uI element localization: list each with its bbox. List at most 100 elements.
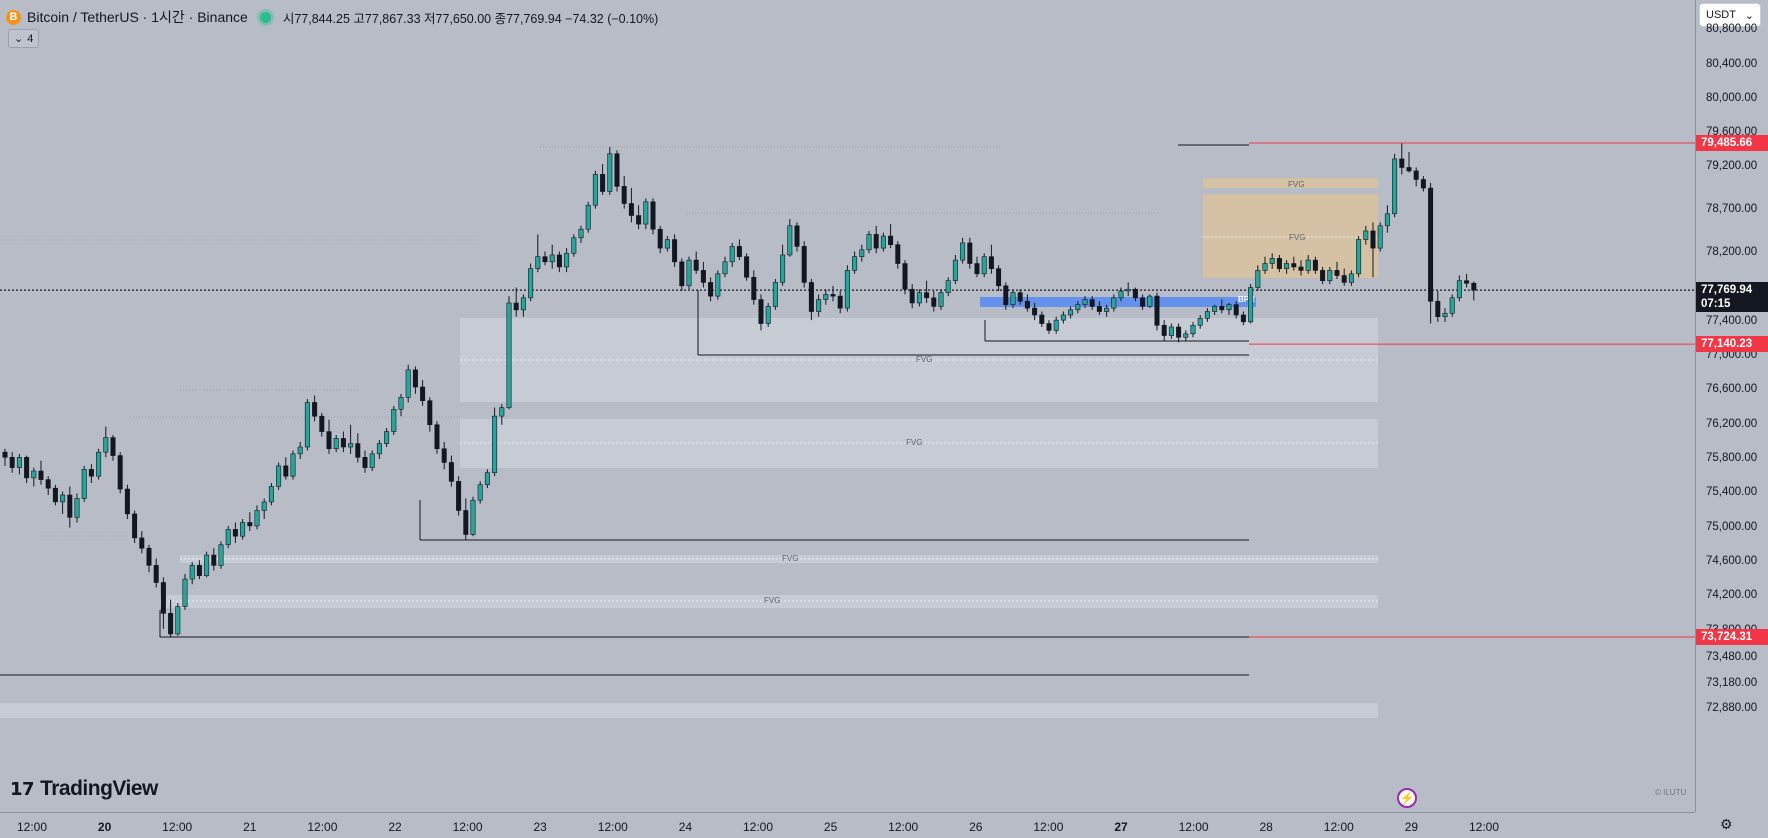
candle-body	[672, 239, 678, 263]
candle-body	[1233, 304, 1239, 316]
currency-value: USDT	[1706, 9, 1736, 21]
candle-body	[1197, 318, 1203, 326]
lightning-icon[interactable]: ⚡	[1397, 788, 1417, 808]
candle-body	[218, 544, 224, 566]
candle-body	[254, 510, 260, 527]
candle-body	[45, 479, 51, 489]
symbol-title[interactable]: Bitcoin / TetherUS · 1시간 · Binance	[27, 9, 248, 25]
price-tick-label: 77,400.00	[1706, 314, 1758, 327]
gear-icon[interactable]: ⚙	[1720, 816, 1733, 832]
candle-body	[780, 254, 786, 283]
price-tick-label: 77,000.00	[1706, 349, 1758, 362]
price-tick-label: 75,400.00	[1706, 486, 1758, 499]
chart-area[interactable]: FVG FVG FVG FVG FVG FVG BPR	[0, 0, 1695, 812]
candle-body	[340, 438, 346, 448]
candle-body	[1125, 288, 1131, 292]
candle-body	[765, 306, 771, 324]
time-tick-label: 12:00	[1468, 820, 1500, 834]
candle-body	[427, 400, 433, 426]
candle-body	[1176, 326, 1182, 338]
candle-body	[1464, 280, 1470, 284]
candle-body	[384, 431, 390, 444]
candle-body	[600, 174, 606, 192]
price-level-tag: 79,485.66	[1696, 135, 1768, 151]
candle-body	[1327, 270, 1333, 281]
candle-body	[96, 451, 102, 477]
candle-body	[1060, 314, 1066, 321]
currency-select[interactable]: USDT ⌄	[1699, 3, 1761, 27]
candle-body	[391, 408, 397, 432]
candle-body	[232, 529, 238, 537]
candle-body	[664, 239, 670, 249]
candle-body	[24, 457, 30, 479]
time-tick-label: 22	[388, 820, 402, 834]
candle-body	[182, 578, 188, 607]
candle-body	[715, 273, 721, 297]
candle-body	[196, 565, 202, 576]
candle-body	[808, 282, 814, 312]
watermark: © ILUTU	[1655, 788, 1687, 797]
candle-body	[1226, 304, 1232, 311]
candle-body	[67, 494, 73, 518]
candle-body	[412, 369, 418, 388]
candle-body	[513, 302, 519, 311]
time-axis[interactable]: 12:00 20 12:00 21 12:00 22 12:00 23 12:00 24 12:00…	[0, 812, 1695, 838]
bpr-label: BPR	[1238, 295, 1255, 304]
candle-body	[9, 457, 15, 468]
candle-body	[1406, 167, 1412, 172]
candle-body	[1024, 300, 1030, 309]
candle-body	[1053, 319, 1059, 331]
candle-body	[139, 537, 145, 549]
candle-body	[276, 465, 282, 487]
candle-body	[1291, 263, 1297, 268]
candle-body	[160, 582, 166, 614]
candle-body	[571, 237, 577, 254]
indicator-count: 4	[27, 32, 34, 45]
fvg-label: FVG	[1288, 180, 1304, 189]
candle-body	[506, 302, 512, 408]
candlestick-chart[interactable]: FVG FVG FVG FVG FVG FVG BPR	[0, 0, 1695, 812]
price-tick-label: 76,200.00	[1706, 417, 1758, 430]
price-tick-label: 73,180.00	[1706, 676, 1758, 689]
candle-body	[967, 242, 973, 264]
candle-body	[189, 565, 195, 580]
candle-body	[1334, 270, 1340, 276]
candle-body	[801, 246, 807, 283]
candle-body	[1420, 179, 1426, 189]
candle-body	[247, 522, 253, 527]
candle-body	[434, 424, 440, 450]
time-tick-label: 12:00	[742, 820, 774, 834]
time-tick-label: 12:00	[452, 820, 483, 834]
time-tick-label: 12:00	[162, 820, 193, 834]
candle-body	[319, 415, 325, 432]
indicator-toggle-button[interactable]: ⌄ 4	[8, 29, 40, 48]
candle-body	[456, 481, 462, 511]
candle-body	[470, 499, 476, 535]
candle-countdown: 07:15	[1701, 298, 1731, 311]
candle-body	[74, 498, 80, 518]
price-axis[interactable]: 80,800.00 80,400.00 80,000.00 79,600.00 79,2…	[1695, 0, 1768, 812]
candle-body	[1096, 306, 1102, 312]
tradingview-logo[interactable]: 𝟭𝟳 TradingView	[10, 777, 158, 801]
market-status-icon[interactable]	[259, 11, 271, 23]
candle-body	[283, 465, 289, 477]
candle-body	[225, 529, 231, 546]
candle-body	[211, 554, 217, 566]
candle-body	[794, 225, 800, 247]
candle-body	[326, 431, 332, 450]
fvg-label: FVG	[916, 355, 932, 364]
candle-body	[700, 270, 706, 283]
candle-body	[1219, 306, 1225, 311]
price-tick-label: 74,600.00	[1706, 554, 1758, 567]
candle-body	[1154, 295, 1160, 326]
candle-body	[844, 270, 850, 309]
candle-body	[52, 487, 58, 503]
time-tick-label: 21	[243, 820, 257, 834]
candle-body	[1449, 297, 1455, 314]
price-tick-label: 79,200.00	[1706, 160, 1758, 173]
candle-body	[376, 443, 382, 455]
candle-body	[355, 443, 361, 458]
candle-body	[837, 295, 843, 309]
candle-body	[1284, 263, 1290, 269]
candle-body	[1248, 287, 1254, 323]
